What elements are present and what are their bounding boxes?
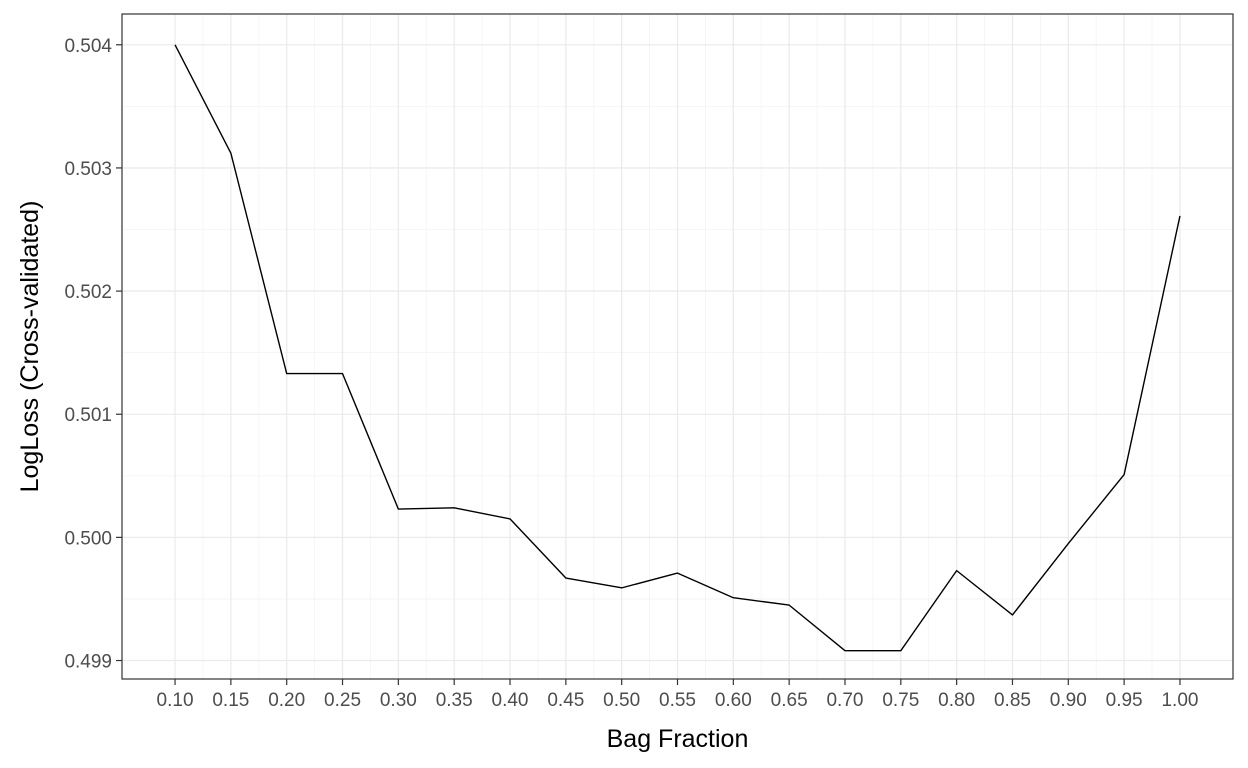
x-tick-label: 0.20 — [268, 690, 305, 711]
grid — [122, 14, 1233, 679]
y-tick-label: 0.500 — [64, 528, 112, 549]
y-axis: 0.499 0.500 0.501 0.502 0.503 0.504 — [64, 36, 122, 673]
x-tick-label: 0.75 — [882, 690, 919, 711]
x-tick-label: 0.40 — [492, 690, 529, 711]
x-axis: 0.10 0.15 0.20 0.25 0.30 0.35 0.40 0.45 0.50 0.55… — [157, 679, 1198, 711]
x-tick-label: 0.25 — [324, 690, 361, 711]
y-tick-label: 0.502 — [64, 282, 112, 303]
x-tick-label: 0.65 — [771, 690, 808, 711]
x-tick-label: 0.15 — [212, 690, 249, 711]
x-tick-label: 1.00 — [1161, 690, 1198, 711]
x-tick-label: 0.85 — [994, 690, 1031, 711]
x-tick-label: 0.45 — [547, 690, 584, 711]
y-axis-title: LogLoss (Cross-validated) — [16, 201, 44, 493]
x-tick-label: 0.50 — [603, 690, 640, 711]
x-tick-label: 0.10 — [157, 690, 194, 711]
x-axis-title: Bag Fraction — [607, 725, 749, 753]
series-line — [174, 44, 1181, 652]
x-tick-label: 0.70 — [826, 690, 863, 711]
y-tick-label: 0.504 — [64, 36, 112, 57]
x-tick-label: 0.30 — [380, 690, 417, 711]
x-tick-label: 0.35 — [436, 690, 473, 711]
x-tick-label: 0.90 — [1050, 690, 1087, 711]
x-tick-label: 0.95 — [1106, 690, 1143, 711]
y-tick-label: 0.503 — [64, 159, 112, 180]
y-tick-label: 0.501 — [64, 405, 112, 426]
x-tick-label: 0.80 — [938, 690, 975, 711]
x-tick-label: 0.60 — [715, 690, 752, 711]
y-tick-label: 0.499 — [64, 652, 112, 673]
x-tick-label: 0.55 — [659, 690, 696, 711]
